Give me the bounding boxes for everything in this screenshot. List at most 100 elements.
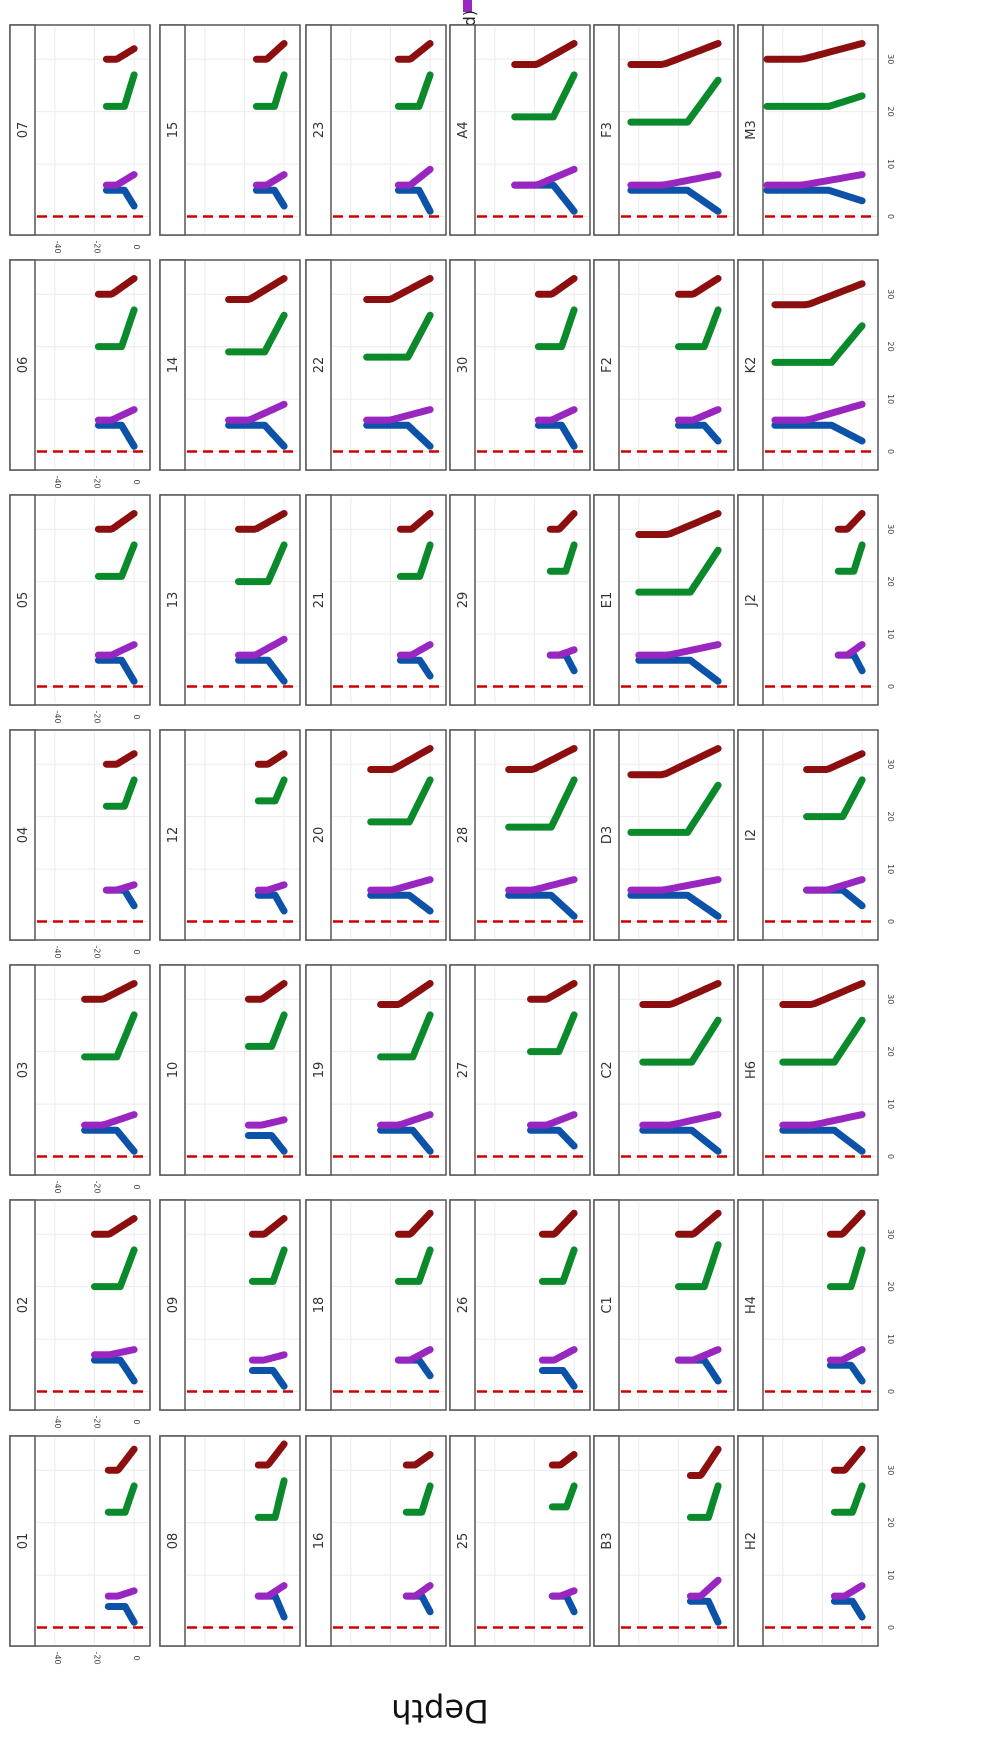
series-red xyxy=(675,275,722,298)
series-red xyxy=(244,980,288,1003)
depth-tick-label: -40 xyxy=(53,1651,62,1664)
facet-panel-08: 08 xyxy=(159,1435,301,1647)
strip-label: 16 xyxy=(312,1533,327,1550)
panel-strip xyxy=(737,259,764,471)
series-red xyxy=(803,750,866,773)
series-green xyxy=(363,311,434,361)
facet-panel-14: 14 xyxy=(159,259,301,471)
series-purple xyxy=(830,1582,866,1600)
depth-tick-label: -20 xyxy=(92,1651,101,1664)
series-red xyxy=(252,40,288,63)
strip-label: 02 xyxy=(16,1297,31,1314)
series-blue xyxy=(252,186,288,210)
series-purple xyxy=(244,1116,288,1129)
series-purple xyxy=(94,641,138,659)
series-green xyxy=(235,541,288,586)
series-green xyxy=(538,1246,578,1285)
strip-label: H4 xyxy=(744,1296,759,1314)
series-purple xyxy=(675,406,722,424)
depth-tick-label: -40 xyxy=(53,710,62,723)
panel-strip xyxy=(305,494,332,706)
panel-strip xyxy=(737,1435,764,1647)
series-purple xyxy=(779,1111,866,1129)
strip-label: K2 xyxy=(744,357,759,374)
series-purple xyxy=(367,876,434,894)
series-blue xyxy=(763,186,866,205)
series-green xyxy=(635,546,722,596)
series-purple xyxy=(235,635,288,659)
series-green xyxy=(104,1482,138,1516)
value-tick-label: 20 xyxy=(886,1282,895,1292)
facet-panel-01: 01 xyxy=(9,1435,151,1647)
series-green xyxy=(102,776,138,810)
facet-panel-20: 20 xyxy=(305,729,447,941)
value-tick-label: 0 xyxy=(886,1625,895,1630)
value-tick-label: 30 xyxy=(886,994,895,1004)
series-red xyxy=(834,510,866,533)
series-purple xyxy=(254,881,288,894)
series-green xyxy=(771,322,866,366)
panel-strip xyxy=(593,1199,620,1411)
facet-panel-26: 26 xyxy=(449,1199,591,1411)
series-blue xyxy=(367,891,434,915)
value-tick-label: 10 xyxy=(886,159,895,169)
facet-panel-c2: C2 xyxy=(593,964,735,1176)
facet-panel-27: 27 xyxy=(449,964,591,1176)
depth-tick-label: -20 xyxy=(92,1180,101,1193)
strip-label: C2 xyxy=(600,1061,615,1078)
strip-label: 07 xyxy=(16,122,31,139)
series-green xyxy=(826,1246,866,1291)
series-purple xyxy=(102,881,138,894)
series-red xyxy=(505,745,578,773)
series-purple xyxy=(225,400,288,424)
facet-panel-d3: D3 xyxy=(593,729,735,941)
series-blue xyxy=(94,421,138,450)
facet-panel-c1: C1 xyxy=(593,1199,735,1411)
panel-strip xyxy=(593,259,620,471)
series-blue xyxy=(104,1603,138,1626)
strip-label: 01 xyxy=(16,1533,31,1550)
facet-panel-i2: I2 xyxy=(737,729,879,941)
value-tick-label: 0 xyxy=(886,449,895,454)
panel-strip xyxy=(737,729,764,941)
value-tick-label: 10 xyxy=(886,629,895,639)
series-red xyxy=(91,1215,138,1238)
facet-panel-06: 06 xyxy=(9,259,151,471)
strip-label: 20 xyxy=(312,827,327,844)
panel-strip xyxy=(305,964,332,1176)
series-green xyxy=(546,541,578,575)
depth-tick-label: -20 xyxy=(92,710,101,723)
series-blue xyxy=(396,656,434,680)
facet-panel-29: 29 xyxy=(449,494,591,706)
series-purple xyxy=(627,876,722,894)
series-blue xyxy=(505,891,578,920)
panel-strip xyxy=(159,259,186,471)
series-green xyxy=(675,1241,722,1291)
series-purple xyxy=(803,876,866,894)
value-tick-label: 10 xyxy=(886,1570,895,1580)
strip-label: C1 xyxy=(600,1296,615,1313)
facet-panel-k2: K2 xyxy=(737,259,879,471)
series-blue xyxy=(377,1126,434,1155)
series-blue xyxy=(394,186,434,215)
facet-panel-25: 25 xyxy=(449,1435,591,1647)
facet-panel-05: 05 xyxy=(9,494,151,706)
facet-panel-j2: J2 xyxy=(737,494,879,706)
facet-panel-30: 30 xyxy=(449,259,591,471)
series-red xyxy=(538,1209,578,1238)
series-green xyxy=(254,776,288,805)
series-green xyxy=(402,1482,434,1516)
series-purple xyxy=(505,876,578,894)
strip-label: 10 xyxy=(166,1062,181,1079)
series-red xyxy=(254,1440,288,1469)
depth-tick-label: -40 xyxy=(53,945,62,958)
depth-tick-label: -20 xyxy=(92,240,101,253)
series-green xyxy=(367,776,434,826)
series-red xyxy=(377,980,434,1008)
panel-strip xyxy=(449,964,476,1176)
series-purple xyxy=(104,1587,138,1600)
series-green xyxy=(686,1482,722,1521)
panel-strip xyxy=(305,24,332,236)
series-purple xyxy=(639,1111,722,1129)
series-purple xyxy=(396,641,434,659)
